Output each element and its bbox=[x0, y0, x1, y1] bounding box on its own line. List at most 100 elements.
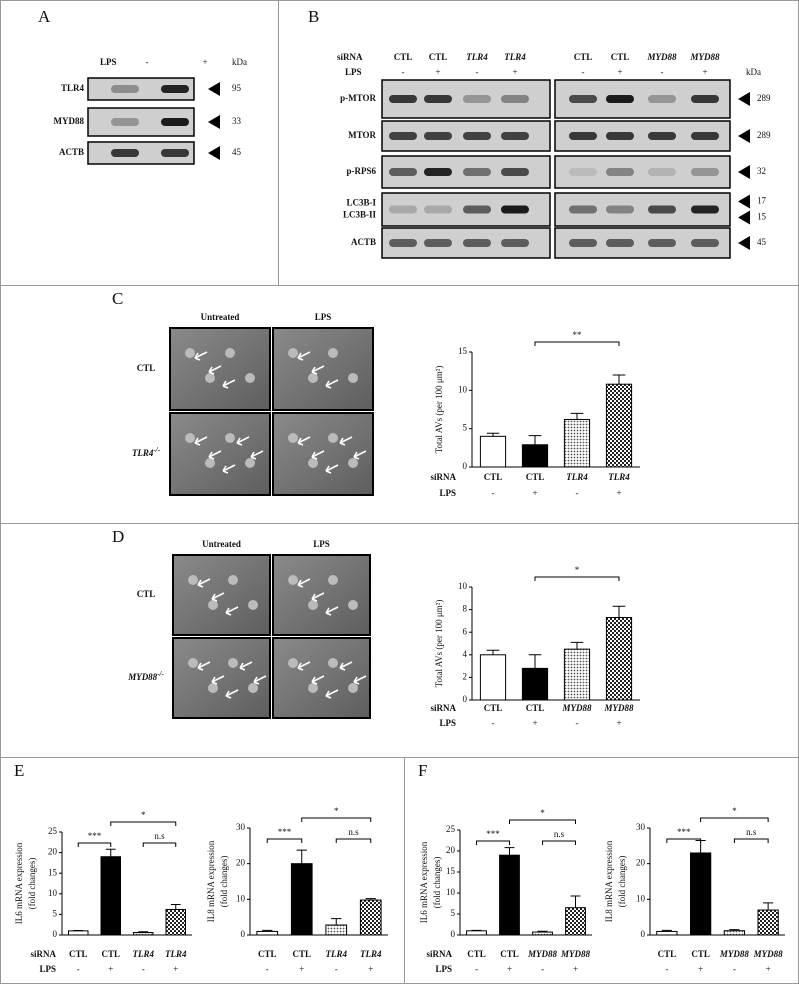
bar bbox=[68, 930, 89, 936]
lps-label: - bbox=[541, 964, 544, 974]
y-tick-label: 0 bbox=[451, 929, 456, 939]
arrow bbox=[197, 578, 211, 588]
label: - bbox=[146, 57, 149, 67]
arrowhead bbox=[738, 92, 750, 106]
label: - bbox=[402, 67, 405, 77]
lps-label: + bbox=[698, 964, 703, 974]
band bbox=[161, 85, 189, 93]
bar bbox=[256, 930, 279, 936]
arrow bbox=[297, 578, 311, 588]
arrow bbox=[297, 436, 311, 446]
sig-bracket bbox=[534, 341, 620, 346]
vesicle bbox=[185, 433, 195, 443]
band bbox=[691, 95, 719, 103]
bar bbox=[532, 931, 553, 936]
error-bar bbox=[661, 929, 672, 932]
error-bar bbox=[612, 605, 626, 618]
band bbox=[569, 132, 597, 140]
band bbox=[606, 205, 634, 214]
arrow bbox=[339, 436, 353, 446]
arrow bbox=[250, 450, 264, 460]
sig-bracket bbox=[110, 821, 177, 826]
x-tick-label: CTL bbox=[484, 703, 503, 713]
arrow bbox=[325, 689, 339, 699]
row-label: siRNA bbox=[430, 472, 456, 482]
y-axis-label: Total AVs (per 100 μm²) bbox=[434, 600, 444, 688]
band bbox=[691, 168, 719, 176]
vesicle bbox=[228, 658, 238, 668]
sig-label: n.s bbox=[154, 831, 165, 841]
row-label: LPS bbox=[435, 964, 452, 974]
arrow bbox=[194, 436, 208, 446]
band bbox=[606, 168, 634, 176]
label: 15 bbox=[757, 212, 767, 222]
y-axis-label: IL6 mRNA expression bbox=[14, 842, 24, 924]
sig-bracket bbox=[666, 838, 702, 843]
panel-label: F bbox=[418, 761, 427, 780]
bar bbox=[565, 907, 586, 936]
y-tick-label: 0 bbox=[53, 929, 58, 939]
band bbox=[501, 205, 529, 214]
y-axis-label: (fold changes) bbox=[617, 856, 627, 908]
error-bar bbox=[105, 848, 116, 857]
row-label: CTL bbox=[137, 589, 156, 599]
band bbox=[501, 239, 529, 247]
arrowhead bbox=[208, 115, 220, 129]
band bbox=[501, 132, 529, 140]
lps-label: + bbox=[616, 718, 621, 728]
bar bbox=[325, 924, 348, 936]
sig-bracket bbox=[476, 840, 510, 845]
label: 289 bbox=[757, 93, 771, 103]
label: MYD88 bbox=[54, 116, 85, 126]
arrow bbox=[208, 365, 222, 375]
y-tick-label: 8 bbox=[463, 604, 468, 614]
band bbox=[569, 239, 597, 247]
band bbox=[111, 149, 139, 157]
lps-label: + bbox=[532, 718, 537, 728]
vesicle bbox=[348, 683, 358, 693]
x-tick-label: CTL bbox=[101, 949, 120, 959]
label: + bbox=[435, 67, 440, 77]
vesicle bbox=[288, 575, 298, 585]
micrograph bbox=[272, 327, 374, 411]
sig-bracket bbox=[335, 838, 372, 843]
vesicle bbox=[205, 373, 215, 383]
y-tick-label: 10 bbox=[236, 893, 246, 903]
arrow bbox=[236, 436, 250, 446]
label: 45 bbox=[757, 237, 767, 247]
panel-label: C bbox=[112, 289, 123, 308]
label: MYD88 bbox=[690, 52, 720, 62]
band bbox=[691, 239, 719, 247]
band bbox=[569, 95, 597, 103]
error-bar bbox=[570, 641, 584, 650]
y-tick-label: 10 bbox=[48, 888, 58, 898]
bar bbox=[521, 667, 549, 701]
band bbox=[389, 132, 417, 140]
label: LC3B-II bbox=[343, 210, 377, 220]
label: MYD88 bbox=[647, 52, 677, 62]
label: 289 bbox=[757, 130, 771, 140]
label: CTL bbox=[611, 52, 630, 62]
error-bar bbox=[262, 929, 273, 932]
y-tick-label: 10 bbox=[636, 893, 646, 903]
sig-bracket bbox=[266, 838, 303, 843]
x-tick-label: MYD88 bbox=[527, 949, 557, 959]
arrow bbox=[297, 351, 311, 361]
sig-bracket bbox=[301, 817, 372, 822]
y-tick-label: 10 bbox=[446, 887, 456, 897]
band bbox=[463, 205, 491, 214]
y-tick-label: 30 bbox=[636, 822, 646, 832]
bar bbox=[133, 932, 154, 936]
error-bar bbox=[296, 849, 307, 864]
bar bbox=[563, 648, 591, 701]
vesicle bbox=[185, 348, 195, 358]
label: ACTB bbox=[59, 147, 84, 157]
lps-label: + bbox=[368, 964, 373, 974]
x-tick-label: TLR4 bbox=[165, 949, 187, 959]
lps-label: - bbox=[733, 964, 736, 974]
y-axis-label: (fold changes) bbox=[27, 858, 37, 910]
row-label-text: CTL bbox=[137, 363, 156, 373]
band bbox=[648, 239, 676, 247]
row-label-sup: -/- bbox=[153, 446, 160, 454]
band bbox=[463, 95, 491, 103]
